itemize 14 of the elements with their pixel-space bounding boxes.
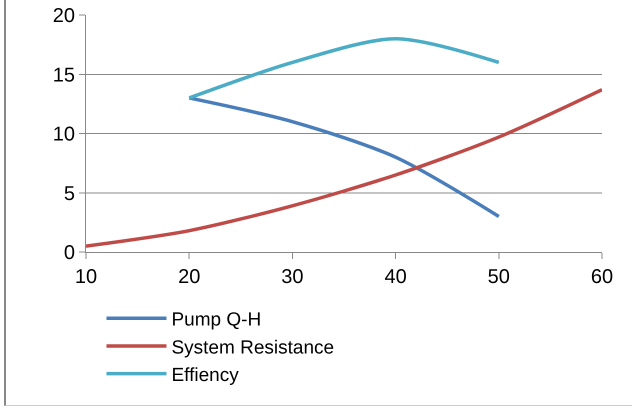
legend-label: Pump Q-H bbox=[171, 310, 262, 331]
x-tick-label: 20 bbox=[178, 266, 200, 288]
y-tick-label: 20 bbox=[52, 5, 75, 27]
line-series bbox=[187, 96, 501, 218]
x-tick-label: 40 bbox=[384, 266, 407, 288]
legend-label: System Resistance bbox=[171, 337, 334, 358]
x-tick-label: 60 bbox=[590, 266, 614, 288]
y-tick-label: 0 bbox=[64, 242, 75, 264]
y-tick-label: 10 bbox=[52, 124, 75, 146]
y-tick-label: 15 bbox=[52, 64, 75, 86]
x-tick-label: 50 bbox=[488, 266, 510, 288]
y-tick-label: 5 bbox=[64, 182, 75, 205]
legend-label: Effiency bbox=[171, 365, 240, 386]
x-tick-label: 30 bbox=[281, 266, 304, 288]
